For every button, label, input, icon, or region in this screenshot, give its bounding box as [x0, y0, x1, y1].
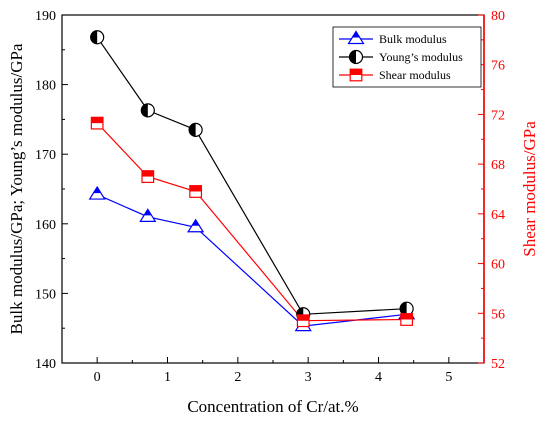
- data-point-0-1: [139, 208, 157, 222]
- y-left-tick-label: 190: [35, 9, 56, 24]
- legend: Bulk modulus Young’s modulus Shear modulus: [332, 26, 482, 88]
- y-left-tick-label: 170: [35, 148, 56, 163]
- y-left-tick-label: 160: [35, 218, 56, 233]
- x-tick-label: 3: [305, 370, 312, 385]
- x-tick-label: 5: [445, 370, 452, 385]
- x-tick-label: 4: [375, 370, 382, 385]
- y-axis-right-title: Shear modulus/GPa: [520, 121, 539, 257]
- data-point-1-4: [399, 301, 414, 316]
- data-point-0-0: [88, 185, 106, 200]
- x-tick-label: 0: [94, 370, 101, 385]
- data-point-2-3: [296, 314, 310, 328]
- data-point-1-2: [188, 122, 203, 137]
- x-axis-title: Concentration of Cr/at.%: [187, 397, 358, 416]
- data-point-2-0: [90, 116, 104, 130]
- y-right-tick-label: 80: [491, 9, 505, 24]
- y-left-tick-label: 180: [35, 79, 56, 94]
- y-right-tick-label: 72: [491, 108, 505, 123]
- data-point-legend-2: [349, 68, 363, 82]
- legend-item-1: Young’s modulus: [339, 49, 463, 65]
- data-point-legend-1: [348, 49, 364, 65]
- y-left-tick-label: 140: [35, 357, 56, 372]
- legend-label: Young’s modulus: [379, 50, 463, 64]
- y-left-tick-label: 150: [35, 287, 56, 302]
- data-point-0-2: [187, 218, 205, 233]
- data-point-2-1: [141, 170, 155, 183]
- x-tick-label: 1: [164, 370, 171, 385]
- data-point-1-0: [90, 30, 105, 45]
- data-point-2-2: [189, 185, 203, 198]
- y-axis-left-title: Bulk modulus/GPa; Young’s modulus/GPa: [7, 43, 26, 334]
- y-right-tick-label: 68: [491, 158, 505, 173]
- legend-label: Shear modulus: [379, 68, 451, 82]
- legend-label: Bulk modulus: [379, 32, 447, 46]
- data-point-1-1: [140, 103, 155, 118]
- legend-item-2: Shear modulus: [339, 68, 451, 82]
- y-right-tick-label: 56: [491, 307, 505, 322]
- x-tick-label: 2: [234, 370, 241, 385]
- legend-item-0: Bulk modulus: [339, 30, 447, 46]
- y-right-tick-label: 76: [491, 59, 505, 74]
- series-line-0: [96, 194, 407, 327]
- y-right-tick-label: 64: [491, 208, 505, 223]
- y-right-tick-label: 60: [491, 258, 505, 273]
- data-point-legend-0: [347, 30, 365, 45]
- y-right-tick-label: 52: [491, 357, 505, 372]
- data-point-2-4: [400, 313, 414, 326]
